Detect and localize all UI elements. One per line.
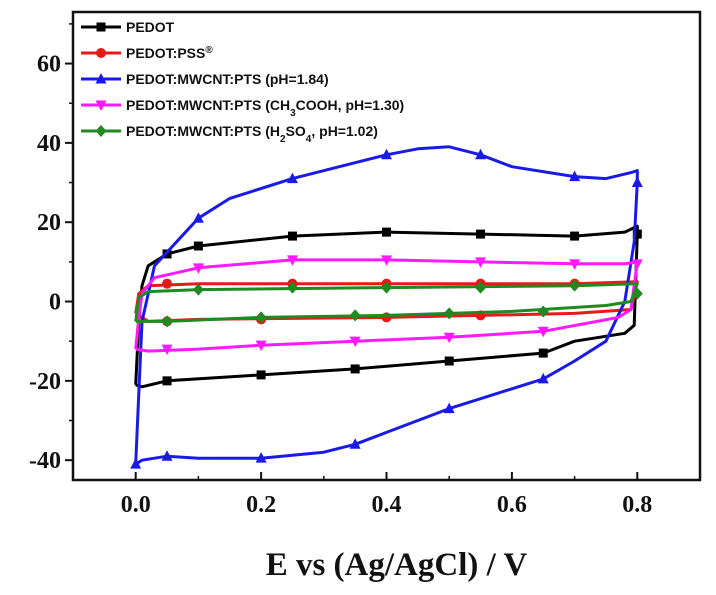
y-tick-label: 0 [49, 290, 61, 316]
data-point [631, 259, 643, 270]
data-point [256, 370, 266, 380]
data-point [255, 311, 267, 324]
y-tick-label: -40 [29, 448, 61, 474]
series-4 [134, 255, 643, 356]
series-line [134, 258, 639, 353]
legend-label-part: PEDOT:MWCNT:PTS (CH [126, 97, 290, 113]
series-line [134, 224, 639, 389]
data-point [161, 315, 173, 328]
y-tick-label: -20 [29, 369, 61, 395]
legend-marker [95, 125, 107, 137]
data-point [569, 170, 581, 182]
legend-marker [96, 22, 106, 32]
legend-label-part: ® [205, 45, 213, 56]
data-point [255, 340, 267, 352]
legend-label-part: 3 [290, 108, 296, 119]
data-point [286, 172, 298, 184]
data-point [569, 279, 581, 292]
x-tick-label: 0.4 [372, 492, 402, 518]
x-tick-label: 0.2 [246, 492, 276, 518]
data-point [161, 344, 173, 356]
x-tick-label: 0.6 [497, 492, 527, 518]
series-layer [130, 145, 643, 469]
data-point [349, 336, 361, 348]
legend-label-part: PEDOT:MWCNT:PTS (pH=1.84) [126, 71, 329, 87]
y-tick-label: 40 [37, 131, 61, 157]
data-point [286, 281, 298, 294]
data-point [161, 450, 173, 461]
data-point [476, 229, 486, 239]
legend-label-part: PEDOT:PSS [126, 45, 205, 61]
data-point [475, 148, 487, 160]
data-point [350, 364, 360, 374]
y-tick-label: 60 [37, 52, 61, 78]
legend-entry: PEDOT:MWCNT:PTS (pH=1.84) [81, 71, 329, 87]
data-point [475, 281, 487, 294]
data-point [537, 305, 549, 318]
data-point [349, 438, 361, 449]
data-point [631, 287, 643, 300]
data-point [381, 281, 392, 294]
x-axis-title: E vs (Ag/AgCl) / V [266, 547, 528, 583]
data-point [192, 212, 204, 223]
data-point [443, 402, 455, 414]
data-point [443, 332, 455, 344]
legend-entry: PEDOT:MWCNT:PTS (H2SO4, pH=1.02) [81, 123, 378, 145]
data-point [382, 227, 391, 237]
data-point [475, 257, 487, 268]
legend: PEDOT PEDOT:PSS® PEDOT:MWCNT:PTS (pH=1.84)… [81, 19, 404, 145]
data-point [381, 148, 392, 160]
legend-label-part: 2 [280, 134, 286, 145]
legend-entry: PEDOT [81, 19, 175, 35]
legend-label: PEDOT:MWCNT:PTS (CH3COOH, pH=1.30) [126, 97, 404, 119]
y-tick-label: 20 [37, 210, 61, 236]
data-point [444, 356, 454, 366]
data-point [537, 372, 549, 384]
data-point [537, 326, 549, 338]
data-point [130, 458, 142, 469]
series-1 [134, 224, 642, 389]
series-3 [130, 145, 643, 469]
legend-label-part: PEDOT [126, 19, 175, 35]
data-point [632, 229, 642, 239]
legend-label-part: SO [286, 123, 306, 139]
data-point [631, 176, 643, 188]
legend-marker [96, 48, 106, 58]
data-point [162, 278, 173, 289]
legend-entry: PEDOT:PSS® [81, 45, 213, 62]
data-point [349, 309, 361, 322]
ticks-layer: 0.0 0.2 0.4 0.6 0.8 -40 -20 0 20 40 60 [29, 23, 652, 518]
legend-label: PEDOT:MWCNT:PTS (H2SO4, pH=1.02) [126, 123, 378, 145]
data-point [569, 259, 581, 270]
legend-label: PEDOT [126, 19, 175, 35]
legend-label-part: COOH, pH=1.30) [296, 97, 405, 113]
data-point [381, 255, 392, 266]
legend-marker [95, 73, 107, 84]
data-point [538, 348, 548, 358]
legend-entry: PEDOT:MWCNT:PTS (CH3COOH, pH=1.30) [81, 97, 404, 119]
data-point [286, 255, 298, 266]
data-point [162, 376, 172, 386]
legend-label-part: 4 [306, 134, 312, 145]
legend-marker [95, 100, 107, 111]
data-point [192, 263, 204, 274]
series-5 [134, 279, 643, 328]
data-point [287, 231, 297, 241]
data-point [193, 241, 203, 251]
data-point [255, 452, 267, 463]
legend-label: PEDOT:PSS® [126, 45, 213, 62]
data-point [192, 283, 204, 296]
data-point [443, 307, 455, 320]
series-line [134, 145, 639, 466]
legend-label: PEDOT:MWCNT:PTS (pH=1.84) [126, 71, 329, 87]
x-tick-label: 0.8 [622, 492, 652, 518]
x-tick-label: 0.0 [121, 492, 151, 518]
data-point [570, 231, 580, 241]
legend-label-part: , pH=1.02) [311, 123, 378, 139]
legend-label-part: PEDOT:MWCNT:PTS (H [126, 123, 280, 139]
